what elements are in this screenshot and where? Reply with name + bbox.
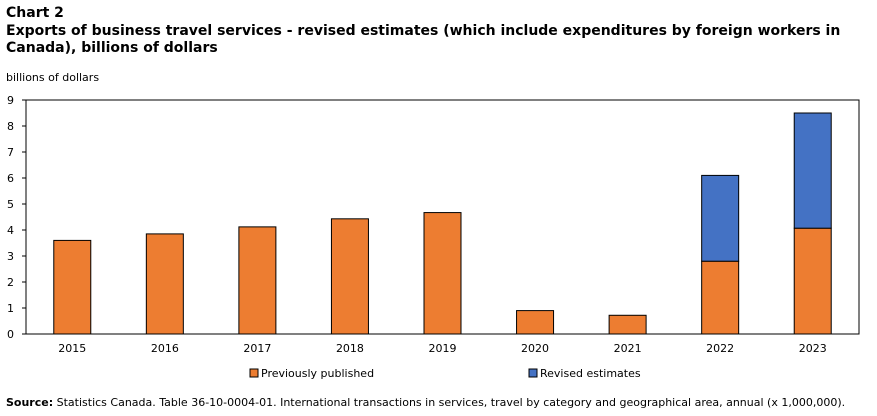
- bar-previously-published-2017: [238, 226, 277, 335]
- y-tick-label: 0: [7, 328, 14, 341]
- y-tick-label: 7: [7, 146, 14, 159]
- bar-revised-estimates-2023: [793, 112, 832, 229]
- chart-label: Chart 2: [6, 5, 64, 21]
- x-tick-label: 2017: [243, 342, 271, 355]
- y-tick-label: 3: [7, 250, 14, 263]
- legend-label-revised-estimates: Revised estimates: [540, 367, 641, 380]
- y-tick-label: 4: [7, 224, 14, 237]
- bar-previously-published-2015: [53, 239, 92, 335]
- y-tick-label: 6: [7, 172, 14, 185]
- x-tick-label: 2015: [58, 342, 86, 355]
- x-tick-label: 2018: [336, 342, 364, 355]
- y-tick-label: 8: [7, 120, 14, 133]
- source-note: Source: Statistics Canada. Table 36-10-0…: [6, 396, 845, 409]
- y-tick-label: 5: [7, 198, 14, 211]
- bar-previously-published-2018: [330, 218, 369, 335]
- x-tick-label: 2020: [521, 342, 549, 355]
- x-tick-label: 2019: [429, 342, 457, 355]
- y-axis-label: billions of dollars: [6, 71, 100, 84]
- bar-revised-estimates-2022: [701, 174, 740, 262]
- x-tick-label: 2023: [799, 342, 827, 355]
- bar-chart: 0 1 2 3 4 5 6 7 8 9 2015 2016 2017 2018 2019 2020 2021 20…: [7, 94, 860, 380]
- bar-previously-published-2021: [608, 314, 647, 335]
- bar-previously-published-2022: [701, 260, 740, 335]
- bar-previously-published-2019: [423, 212, 462, 335]
- bar-previously-published-2016: [145, 233, 184, 335]
- legend-swatch-revised-estimates: [528, 368, 538, 378]
- x-tick-label: 2016: [151, 342, 179, 355]
- source-text: Statistics Canada. Table 36-10-0004-01. …: [53, 396, 846, 409]
- chart-title: Exports of business travel services - re…: [6, 23, 841, 56]
- bar-previously-published-2023: [793, 227, 832, 335]
- x-tick-label: 2022: [706, 342, 734, 355]
- y-tick-label: 9: [7, 94, 14, 107]
- source-label: Source:: [6, 396, 54, 409]
- y-tick-label: 2: [7, 276, 14, 289]
- legend-label-previously-published: Previously published: [261, 367, 374, 380]
- x-tick-label: 2021: [614, 342, 642, 355]
- legend-swatch-previously-published: [249, 368, 259, 378]
- y-tick-label: 1: [7, 302, 14, 315]
- bar-previously-published-2020: [516, 310, 555, 335]
